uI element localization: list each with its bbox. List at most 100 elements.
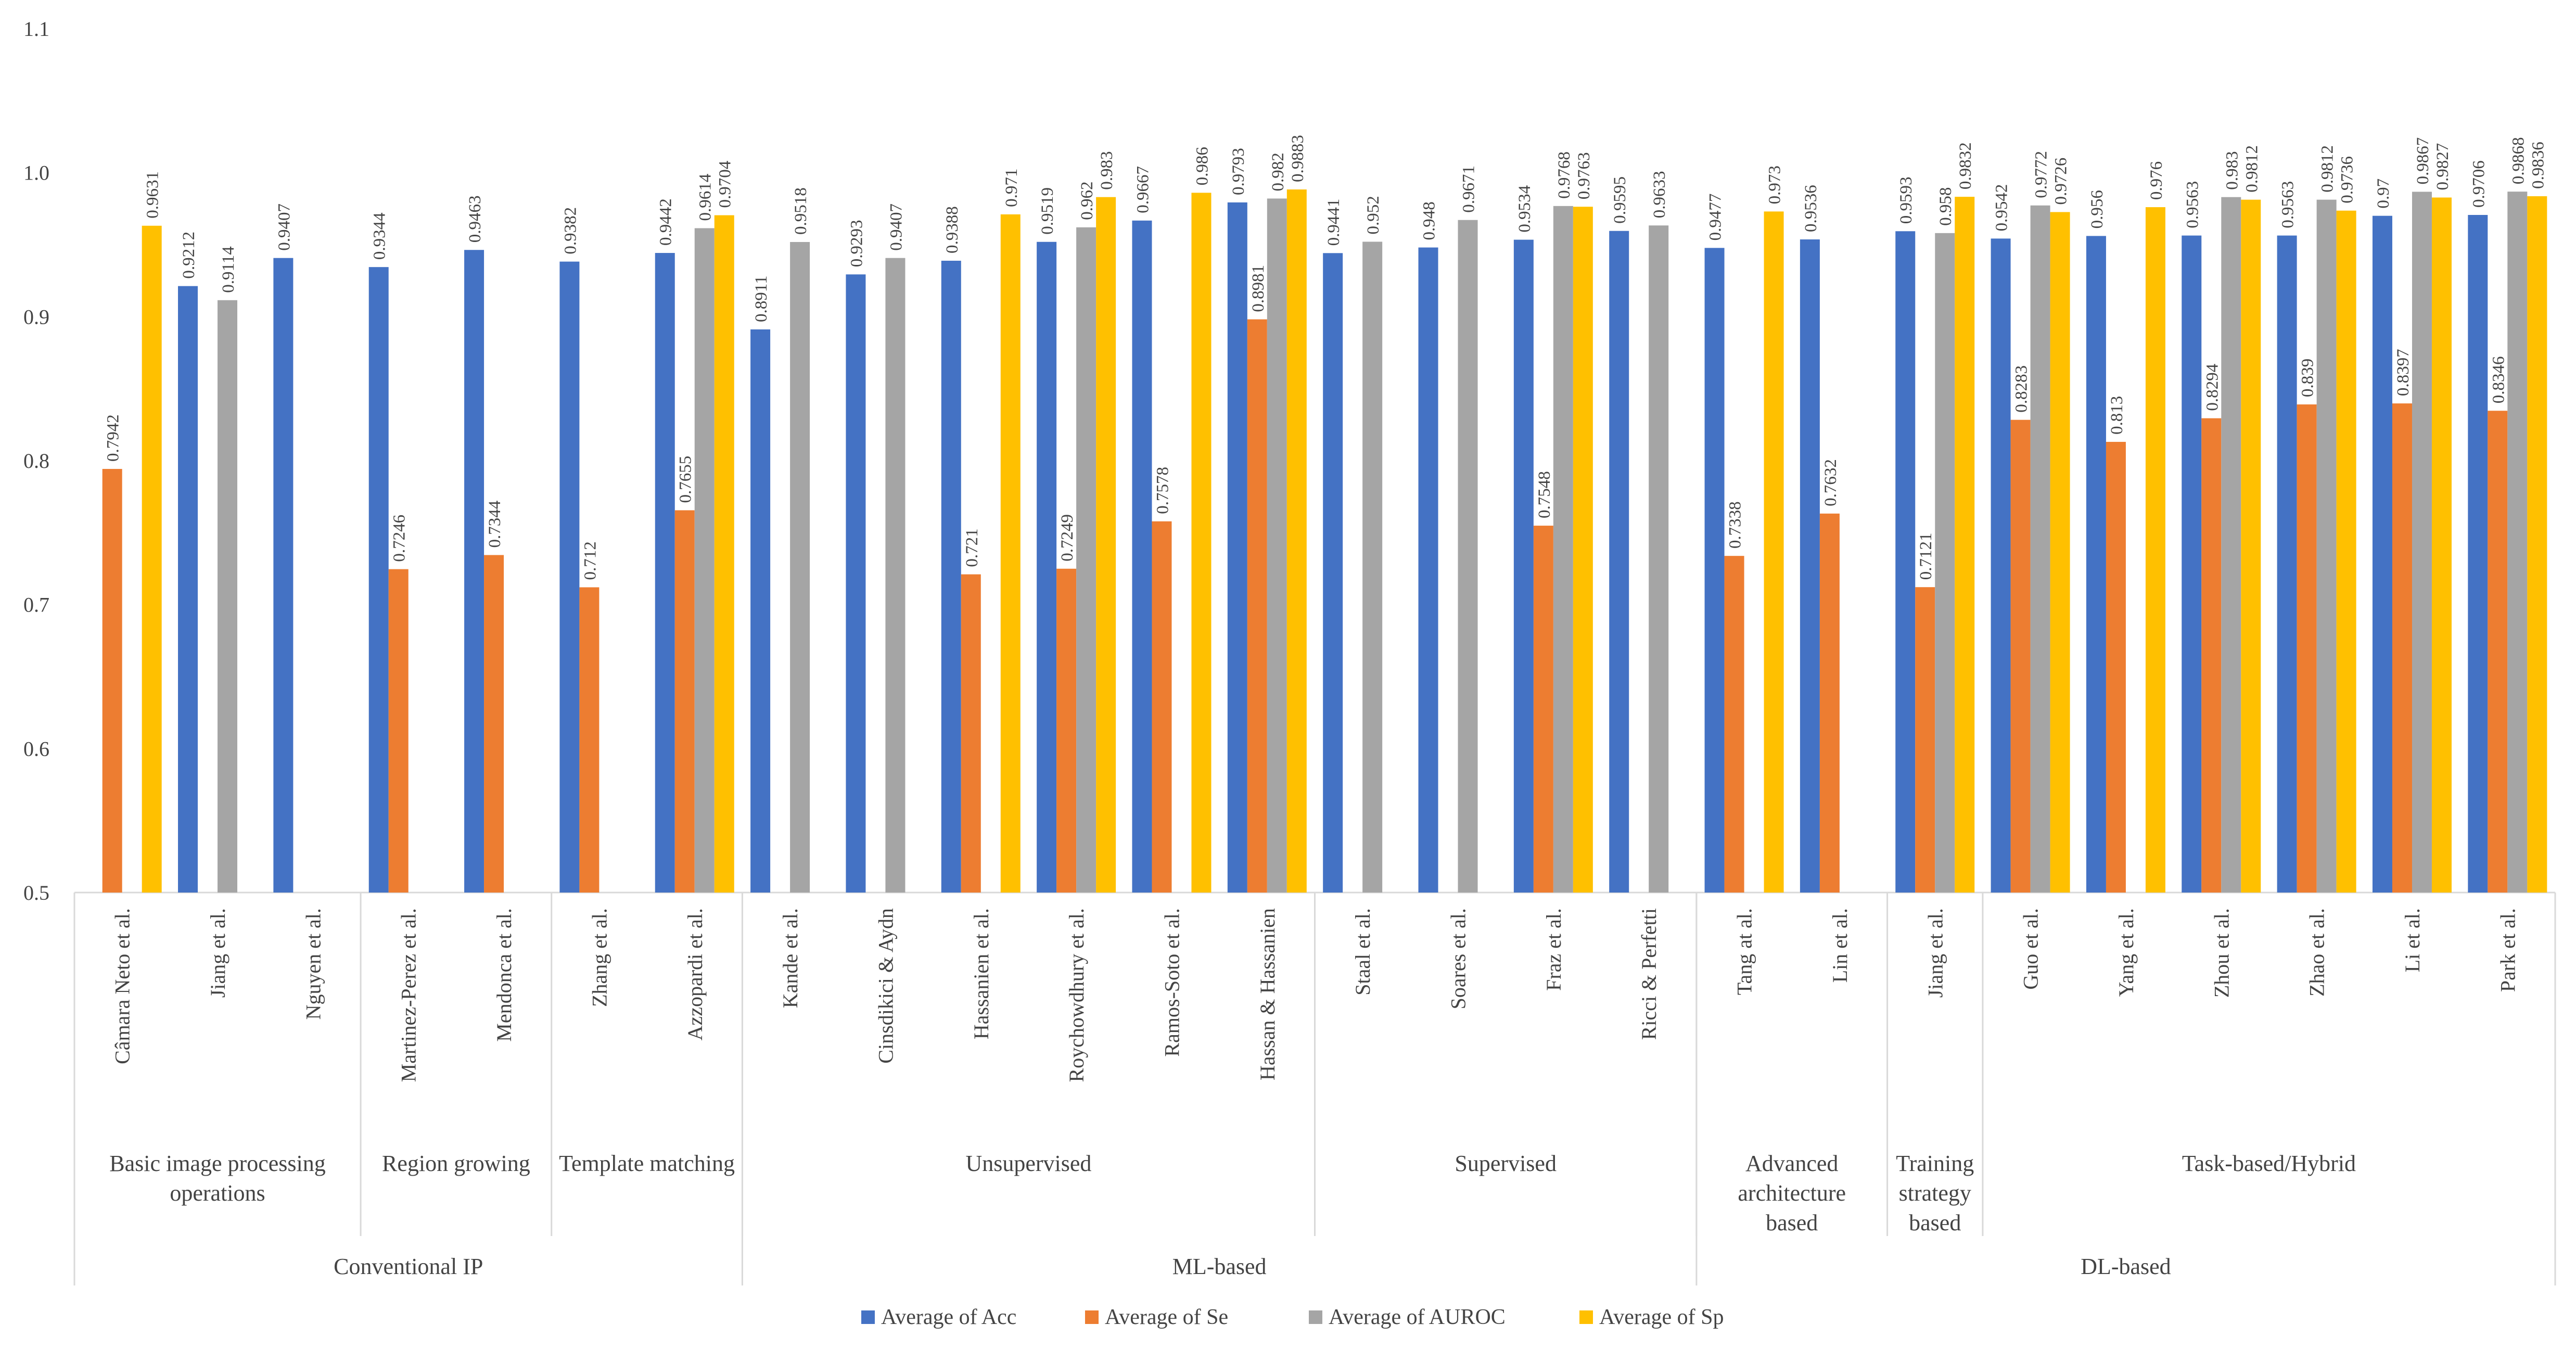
data-label: 0.9772 <box>2032 151 2051 198</box>
data-label: 0.9407 <box>275 203 294 251</box>
group-label-line: DL-based <box>2081 1254 2171 1279</box>
data-label: 0.9442 <box>657 198 675 246</box>
data-label: 0.976 <box>2147 161 2166 200</box>
bar <box>273 258 294 893</box>
data-label: 0.7548 <box>1535 471 1554 518</box>
bar <box>1000 214 1021 893</box>
category-label: Jiang et al. <box>1923 908 1947 998</box>
bar <box>368 267 389 893</box>
category-label: Jiang et al. <box>206 908 229 998</box>
bar <box>2182 235 2202 893</box>
bar <box>1458 220 1478 893</box>
y-tick-label: 1.0 <box>23 161 49 185</box>
subgroup-label-line: Training <box>1896 1151 1974 1176</box>
bar <box>1191 193 1212 893</box>
x-axis-categories: Câmara Neto et al. Jiang et al. Nguyen et … <box>111 908 2520 1082</box>
bar <box>1609 231 1629 893</box>
bar <box>2241 199 2261 893</box>
bar <box>142 225 162 893</box>
group-label-line: Conventional IP <box>334 1254 483 1279</box>
bar <box>1724 556 1744 893</box>
data-label: 0.7632 <box>1821 459 1840 506</box>
series-4: 0.9631 0.9704 0.971 0.983 0.986 0.9883 0.9763 0… <box>142 135 2547 893</box>
y-tick-label: 0.5 <box>23 881 49 905</box>
bars: 0.9212 0.9407 0.9344 0.9463 0.9382 0.9442 0.89… <box>102 135 2547 893</box>
bar <box>2488 411 2508 893</box>
bar <box>655 253 675 893</box>
category-label: Yang et al. <box>2114 908 2138 997</box>
bar <box>1247 319 1267 893</box>
legend-swatch <box>1579 1310 1593 1324</box>
data-label: 0.8981 <box>1249 265 1268 312</box>
subgroup-label-line: operations <box>170 1180 265 1206</box>
data-label: 0.9593 <box>1897 177 1916 224</box>
y-tick-label: 0.7 <box>23 593 49 617</box>
subgroup-label-line: Task-based/Hybrid <box>2182 1151 2356 1176</box>
y-tick-label: 0.6 <box>23 737 49 760</box>
category-label: Park et al. <box>2496 908 2519 992</box>
data-label: 0.9736 <box>2338 156 2357 203</box>
legend-label: Average of AUROC <box>1329 1305 1506 1329</box>
subgroup-label-line: based <box>1909 1210 1961 1236</box>
data-label: 0.9868 <box>2509 137 2528 184</box>
data-label: 0.9477 <box>1706 194 1725 241</box>
bar <box>218 300 238 893</box>
bar <box>1076 227 1096 893</box>
data-label: 0.97 <box>2374 179 2393 209</box>
data-label: 0.9614 <box>696 174 715 221</box>
subgroup-label-line: Basic image processing <box>109 1151 325 1176</box>
bar <box>1037 241 1057 893</box>
legend: Average of Acc Average of Se Average of AU… <box>861 1305 1724 1329</box>
group-label: ML-based <box>1172 1254 1267 1279</box>
data-label: 0.9344 <box>371 212 389 260</box>
data-label: 0.9382 <box>561 207 580 254</box>
bar <box>1418 247 1438 893</box>
data-label: 0.9793 <box>1229 148 1248 195</box>
data-label: 0.9441 <box>1324 199 1343 246</box>
bar <box>388 569 409 893</box>
bar <box>464 250 484 893</box>
category-label: Hassanien et al. <box>970 908 993 1039</box>
bar <box>1132 220 1152 893</box>
data-label: 0.9293 <box>847 220 866 268</box>
bar <box>694 228 715 893</box>
data-label: 0.986 <box>1193 147 1212 185</box>
data-label: 0.8294 <box>2203 364 2222 411</box>
data-label: 0.7942 <box>104 414 123 462</box>
bar <box>2145 207 2165 893</box>
bar <box>178 286 198 893</box>
data-label: 0.8346 <box>2489 356 2508 404</box>
bar <box>2372 215 2392 893</box>
bar <box>102 469 122 893</box>
data-label: 0.9836 <box>2529 142 2547 189</box>
data-label: 0.971 <box>1002 169 1021 207</box>
bar <box>1152 521 1172 893</box>
bar <box>559 261 580 893</box>
data-label: 0.9536 <box>1802 185 1820 232</box>
data-label: 0.7121 <box>1917 532 1935 580</box>
legend-swatch <box>861 1310 875 1324</box>
legend-label: Average of Sp <box>1599 1305 1724 1329</box>
data-label: 0.9631 <box>144 171 162 219</box>
series-3: 0.9114 0.9614 0.9518 0.9407 0.962 0.982 0.952 0… <box>218 137 2528 893</box>
data-label: 0.9563 <box>2183 181 2202 228</box>
data-label: 0.9768 <box>1555 151 1574 199</box>
data-label: 0.9518 <box>792 187 810 235</box>
bar <box>750 329 771 893</box>
category-label: Soares et al. <box>1447 908 1470 1009</box>
bar <box>2336 210 2356 893</box>
data-label: 0.9407 <box>887 203 906 251</box>
data-label: 0.7246 <box>390 515 409 562</box>
bar <box>2507 192 2528 893</box>
data-label: 0.9633 <box>1650 171 1669 218</box>
bar <box>2221 197 2241 893</box>
category-label: Azzopardi et al. <box>683 908 707 1040</box>
data-label: 0.9726 <box>2052 158 2071 205</box>
category-label: Guo et al. <box>2019 908 2043 990</box>
data-label: 0.983 <box>1098 151 1116 189</box>
bar <box>2050 212 2070 893</box>
subgroup-label-line: Advanced <box>1745 1151 1838 1176</box>
data-label: 0.9706 <box>2469 160 2488 208</box>
data-label: 0.813 <box>2108 396 2126 435</box>
